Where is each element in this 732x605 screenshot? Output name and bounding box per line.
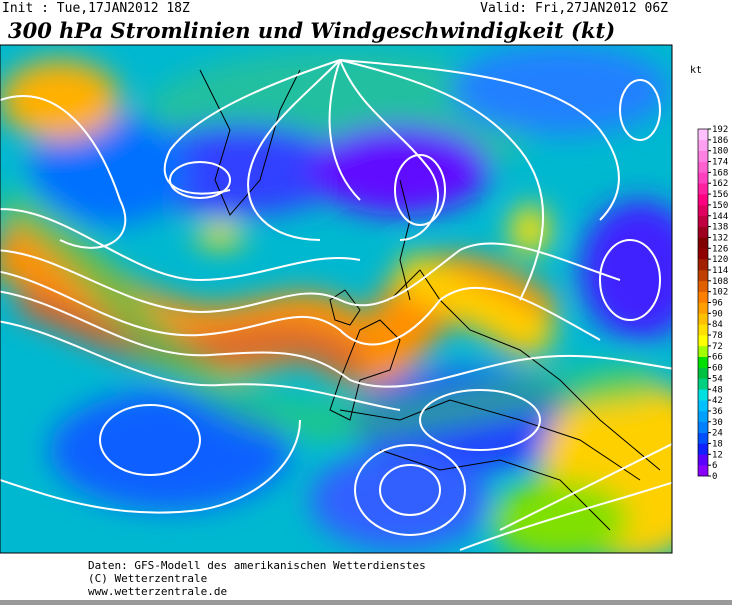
colorbar-label: 30 (712, 418, 723, 428)
valid-label: Valid: Fri,27JAN2012 06Z (480, 1, 668, 16)
colorbar-swatch (698, 248, 708, 260)
colorbar-label: 168 (712, 168, 728, 178)
colorbar-swatch (698, 302, 708, 314)
colorbar-label: 192 (712, 125, 728, 135)
colorbar-label: 84 (712, 320, 723, 330)
colorbar: 0612182430364248546066727884909610210811… (697, 125, 728, 482)
colorbar-label: 36 (712, 407, 723, 417)
colorbar-label: 186 (712, 136, 728, 146)
colorbar-label: 48 (712, 385, 723, 395)
colorbar-swatch (698, 183, 708, 195)
colorbar-swatch (698, 291, 708, 303)
colorbar-swatch (698, 139, 708, 151)
colorbar-swatch (698, 465, 708, 477)
colorbar-swatch (698, 324, 708, 336)
init-label: Init : Tue,17JAN2012 18Z (2, 1, 190, 16)
colorbar-swatch (698, 400, 708, 412)
title: 300 hPa Stromlinien und Windgeschwindigk… (8, 18, 615, 43)
colorbar-label: 90 (712, 309, 723, 319)
footer-line: www.wetterzentrale.de (88, 585, 227, 598)
colorbar-label: 78 (712, 331, 723, 341)
colorbar-label: 126 (712, 244, 728, 254)
footer: Daten: GFS-Modell des amerikanischen Wet… (88, 559, 426, 598)
bottom-strip (0, 600, 732, 605)
map (0, 45, 672, 553)
colorbar-swatch (698, 345, 708, 358)
colorbar-swatch (698, 421, 708, 433)
footer-line: Daten: GFS-Modell des amerikanischen Wet… (88, 559, 426, 572)
colorbar-swatch (698, 237, 708, 249)
colorbar-label: 18 (712, 439, 723, 449)
colorbar-label: 0 (712, 472, 717, 482)
colorbar-swatch (698, 410, 708, 423)
colorbar-label: 66 (712, 353, 723, 363)
colorbar-swatch (698, 150, 708, 162)
colorbar-swatch (698, 454, 708, 466)
colorbar-label: 42 (712, 396, 723, 406)
colorbar-label: 162 (712, 179, 728, 189)
colorbar-swatch (698, 443, 708, 455)
colorbar-swatch (698, 172, 708, 184)
colorbar-swatch (698, 432, 708, 444)
colorbar-label: 144 (712, 212, 728, 222)
colorbar-swatch (698, 280, 708, 292)
colorbar-swatch (698, 378, 708, 390)
colorbar-label: 138 (712, 223, 728, 233)
colorbar-label: 180 (712, 147, 728, 157)
colorbar-swatch (698, 194, 708, 206)
colorbar-label: 156 (712, 190, 728, 200)
colorbar-swatch (698, 313, 708, 325)
colorbar-label: 102 (712, 288, 728, 298)
colorbar-label: 60 (712, 364, 723, 374)
colorbar-label: 54 (712, 374, 723, 384)
colorbar-label: 96 (712, 299, 723, 309)
colorbar-swatch (698, 204, 708, 217)
colorbar-swatch (698, 389, 708, 401)
colorbar-label: 150 (712, 201, 728, 211)
colorbar-swatch (698, 129, 708, 141)
colorbar-label: 108 (712, 277, 728, 287)
streamlines (0, 59, 672, 551)
colorbar-swatch (698, 335, 708, 347)
colorbar-label: 132 (712, 233, 728, 243)
colorbar-label: 114 (712, 266, 728, 276)
colorbar-label: 174 (712, 158, 728, 168)
colorbar-swatch (698, 259, 708, 271)
colorbar-label: 72 (712, 342, 723, 352)
colorbar-label: 12 (712, 450, 723, 460)
colorbar-label: 120 (712, 255, 728, 265)
colorbar-swatch (698, 215, 708, 227)
colorbar-unit: kt (690, 65, 702, 76)
colorbar-swatch (698, 356, 708, 368)
footer-line: (C) Wetterzentrale (88, 572, 207, 585)
colorbar-swatch (698, 367, 708, 379)
colorbar-swatch (698, 161, 708, 173)
colorbar-swatch (698, 269, 708, 282)
colorbar-label: 24 (712, 429, 723, 439)
colorbar-label: 6 (712, 461, 717, 471)
map-frame (0, 44, 673, 554)
colorbar-swatch (698, 226, 708, 238)
